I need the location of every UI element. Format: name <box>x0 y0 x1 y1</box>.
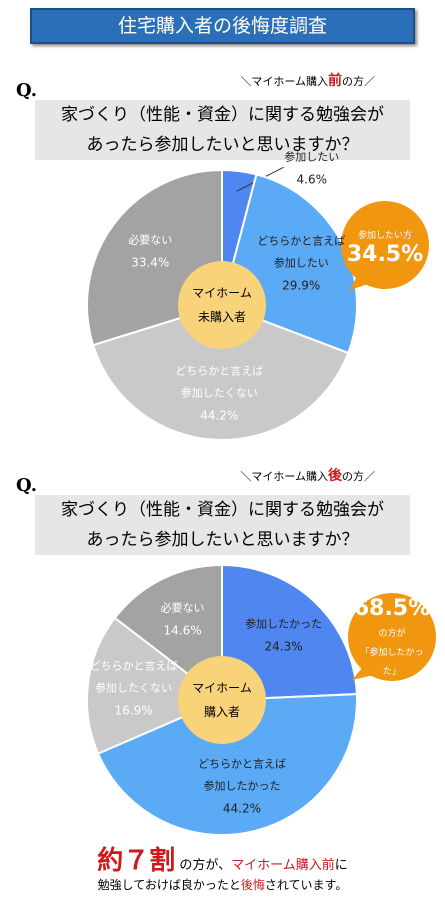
footer-text: の方が、 <box>175 858 232 873</box>
center-label: マイホーム 未購入者 <box>192 286 252 324</box>
category-label: どちらかと言えば 参加したくない <box>89 659 178 695</box>
slice-label: 参加したかった 24.3% <box>245 613 322 658</box>
category-label: 必要ない <box>160 601 205 615</box>
slice-label: どちらかと言えば 参加したい 29.9% <box>257 231 345 298</box>
category-label: どちらかと言えば 参加したい <box>257 234 346 270</box>
value-label: 44.2% <box>200 408 239 423</box>
value-label: 4.6% <box>296 172 328 187</box>
callout-text: 34.5% <box>346 242 424 267</box>
value-label: 14.6% <box>163 623 202 638</box>
footer-text: マイホーム購入前 <box>231 858 335 873</box>
banner-text: 前 <box>328 73 342 89</box>
banner-text: 後 <box>328 468 342 484</box>
footer-text: に <box>334 858 348 873</box>
category-label: 参加したい <box>284 150 340 164</box>
category-label: 必要ない <box>128 233 173 247</box>
value-label: 16.9% <box>114 703 153 718</box>
callout-label: 参加したい方 <box>357 231 413 241</box>
callout: 参加したい方 34.5% <box>347 223 423 267</box>
category-label: どちらかと言えば 参加したくない <box>175 364 264 400</box>
banner-text: ＼マイホーム購入 <box>240 470 328 483</box>
value-label: 29.9% <box>282 278 321 293</box>
q-mark: Q. <box>16 80 38 101</box>
pie-slice <box>221 563 358 702</box>
banner-text: の方／ <box>342 470 375 483</box>
callout-text: 68.5% <box>353 596 431 621</box>
header-title: 住宅購入者の後悔度調査 <box>30 8 415 44</box>
center-label: マイホーム 購入者 <box>192 681 252 719</box>
pie-slice <box>91 303 350 441</box>
banner-text: ＼マイホーム購入 <box>240 75 328 88</box>
footer-text: 後悔 <box>240 878 265 892</box>
callout-circle <box>341 201 429 289</box>
pie-slice <box>96 693 358 836</box>
banner-text: の方／ <box>342 75 375 88</box>
center-circle <box>178 656 266 744</box>
question: 家づくり（性能・資金）に関する勉強会が あったら参加したいと思いますか？ <box>35 100 410 160</box>
slice-label: どちらかと言えば 参加したくない 16.9% <box>90 656 178 723</box>
pie-slice <box>86 616 224 755</box>
footer-line2: 勉強しておけば良かったと後悔されています。 <box>0 876 445 893</box>
banner: ＼マイホーム購入前の方／ <box>240 70 375 90</box>
banner: ＼マイホーム購入後の方／ <box>240 465 375 485</box>
slice-label: 必要ない 14.6% <box>161 598 205 643</box>
value-label: 33.4% <box>131 255 170 270</box>
callout-label: の方が 「参加したかった」 <box>360 629 424 677</box>
footer-text: 勉強しておけば良かったと <box>97 878 241 892</box>
footer-line1: 約７割 の方が、マイホーム購入前に <box>0 840 445 877</box>
slice-label: 参加したい 4.6% <box>284 147 339 192</box>
callout: 68.5% の方が 「参加したかった」 <box>354 596 430 678</box>
center-circle <box>178 261 266 349</box>
slice-label: どちらかと言えば 参加したくない 44.2% <box>175 361 263 428</box>
footer-text: 約７割 <box>97 846 176 876</box>
footer-text: されています。 <box>264 878 348 892</box>
category-label: どちらかと言えば 参加したかった <box>197 757 286 793</box>
question: 家づくり（性能・資金）に関する勉強会が あったら参加したいと思いますか？ <box>35 495 410 555</box>
value-label: 44.2% <box>222 801 262 816</box>
q-mark: Q. <box>16 475 38 496</box>
value-label: 24.3% <box>264 639 303 654</box>
category-label: 参加したかった <box>245 617 323 631</box>
slice-label: 必要ない 33.4% <box>128 230 172 275</box>
slice-label: どちらかと言えば 参加したかった 44.2% <box>198 753 286 820</box>
callout-circle <box>348 593 436 681</box>
